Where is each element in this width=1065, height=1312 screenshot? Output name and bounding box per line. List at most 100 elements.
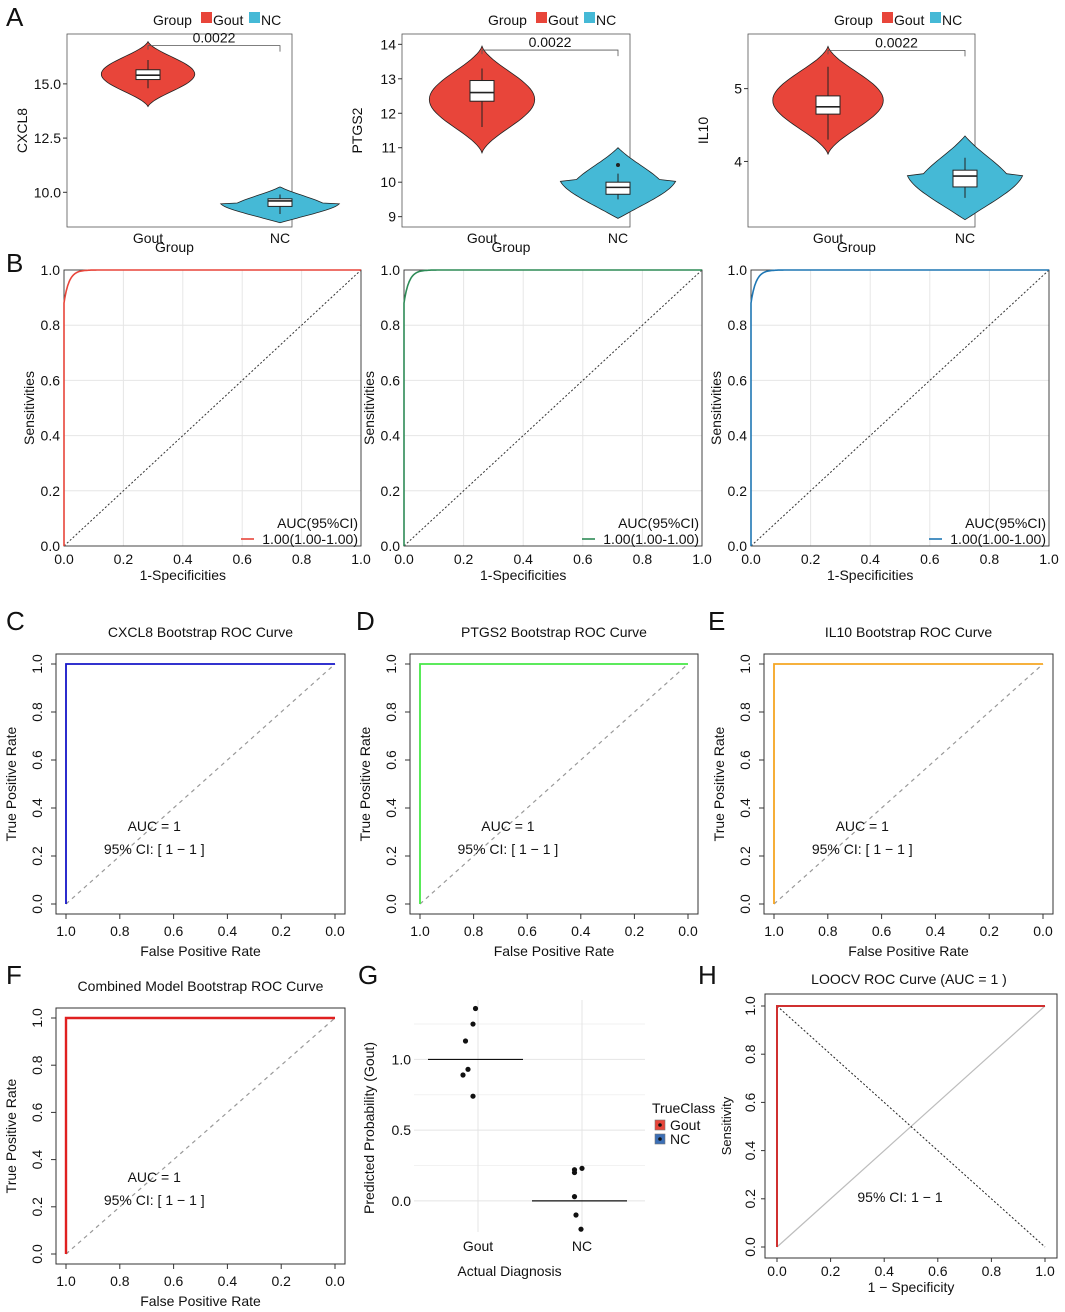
plot-background [751, 270, 1049, 546]
y-tick-label: 1.0 [381, 262, 401, 278]
x-tick-label: 1.0 [56, 1273, 76, 1289]
legend-title: AUC(95%CI) [618, 515, 699, 531]
y-tick-label: 1.0 [742, 996, 758, 1016]
x-axis-label: Group [492, 239, 531, 255]
y-tick-label: 1.0 [737, 654, 753, 674]
x-axis-label: 1 − Specificity [868, 1279, 955, 1295]
x-axis-label: Actual Diagnosis [457, 1263, 561, 1279]
x-tick-label: 0.0 [325, 1273, 345, 1289]
y-tick-label: 0.2 [383, 846, 399, 866]
plot-frame [55, 653, 346, 915]
p-value-label: 0.0022 [529, 34, 572, 50]
x-tick-label: 0.6 [872, 923, 892, 939]
x-tick-label: 1.0 [764, 923, 784, 939]
panel-label-g: G [358, 960, 378, 990]
y-tick-label: 0.4 [737, 798, 753, 818]
auc-annotation: AUC = 1 [836, 818, 890, 834]
y-tick-label: 0.4 [41, 428, 61, 444]
data-point [571, 1194, 578, 1200]
panel-label-a: A [6, 2, 24, 32]
x-tick-label: 0.0 [767, 1263, 787, 1279]
x-tick-label: NC [572, 1238, 592, 1254]
x-tick-label: 0.4 [513, 551, 533, 567]
legend-entry: 1.00(1.00-1.00) [262, 531, 358, 547]
legend-title: AUC(95%CI) [965, 515, 1046, 531]
y-tick-label: 0.5 [392, 1122, 412, 1138]
y-axis-label: Sensitivity [719, 1096, 734, 1155]
legend-label-gout: Gout [670, 1117, 700, 1133]
legend-swatch-nc [930, 12, 941, 23]
x-tick-label: 1.0 [351, 551, 371, 567]
y-tick-label: 0.2 [381, 483, 401, 499]
y-tick-label: 14 [380, 36, 396, 52]
y-tick-label: 0.0 [392, 1193, 412, 1209]
panel-label-d: D [356, 606, 375, 636]
x-tick-label: 0.6 [920, 551, 940, 567]
x-axis-label: False Positive Rate [848, 943, 969, 959]
y-axis-label: Sensitivities [361, 371, 377, 445]
legend-title: Group [488, 12, 527, 28]
y-tick-label: 0.4 [29, 798, 45, 818]
legend-swatch-gout [536, 12, 547, 23]
chart-title: CXCL8 Bootstrap ROC Curve [108, 624, 293, 640]
significance-bracket [481, 49, 619, 57]
data-point [470, 1021, 476, 1027]
x-tick-label: 0.4 [218, 923, 238, 939]
x-tick-label: 1.0 [692, 551, 712, 567]
x-tick-label: Gout [133, 230, 163, 246]
x-tick-label: 0.8 [818, 923, 838, 939]
x-tick-label: 0.0 [54, 551, 74, 567]
box [605, 181, 631, 195]
loocv-roc: LOOCV ROC Curve (AUC = 1 ) 0.0 0.0 0.2 0.2 0.… [719, 971, 1058, 1295]
chart-title: Combined Model Bootstrap ROC Curve [78, 978, 324, 994]
significance-bracket [827, 49, 966, 57]
data-point [470, 1093, 476, 1099]
data-point [465, 1066, 471, 1072]
y-tick-label: 0.2 [742, 1189, 758, 1209]
panel-label-e: E [708, 606, 725, 636]
x-tick-label: 0.6 [164, 1273, 184, 1289]
y-tick-label: 0.8 [383, 702, 399, 722]
y-tick-label: 1.0 [41, 262, 61, 278]
x-tick-label: 1.0 [410, 923, 430, 939]
y-axis-label: IL10 [695, 117, 711, 144]
plot-background [404, 270, 702, 546]
plot-frame [763, 653, 1054, 915]
legend-swatch-gout [201, 12, 212, 23]
chart-title: LOOCV ROC Curve (AUC = 1 ) [811, 971, 1007, 987]
x-tick-label: 0.6 [928, 1263, 948, 1279]
x-tick-label: 0.8 [292, 551, 312, 567]
panel-label-c: C [6, 606, 25, 636]
chart-title: PTGS2 Bootstrap ROC Curve [461, 624, 647, 640]
data-point [472, 1005, 479, 1012]
y-tick-label: 9 [388, 209, 396, 225]
roc-curve [419, 663, 688, 904]
y-tick-label: 1.0 [29, 654, 45, 674]
x-tick-label: 0.0 [678, 923, 698, 939]
box [952, 169, 978, 188]
y-axis-label: Sensitivities [21, 371, 37, 445]
legend-label-nc: NC [261, 12, 281, 28]
x-tick-label: NC [270, 230, 290, 246]
y-tick-label: 0.6 [742, 1092, 758, 1112]
legend-point [658, 1137, 662, 1141]
y-axis-label: True Positive Rate [711, 726, 727, 841]
data-point [460, 1072, 466, 1078]
x-tick-label: NC [955, 230, 975, 246]
x-tick-label: 0.8 [982, 1263, 1002, 1279]
y-tick-label: 0.0 [29, 894, 45, 914]
x-tick-label: 0.8 [464, 923, 484, 939]
legend-entry: 1.00(1.00-1.00) [950, 531, 1046, 547]
y-tick-label: 1.0 [383, 654, 399, 674]
outlier-point [616, 162, 620, 167]
y-tick-label: 0.6 [381, 372, 401, 388]
legend-swatch-nc [249, 12, 260, 23]
y-tick-label: 5 [734, 81, 742, 97]
legend-label-gout: Gout [548, 12, 578, 28]
x-axis-label: 1-Specificities [480, 567, 566, 583]
y-tick-label: 0.4 [742, 1141, 758, 1161]
diagonal-reference [776, 1005, 1046, 1248]
panel-label-b: B [6, 248, 23, 278]
